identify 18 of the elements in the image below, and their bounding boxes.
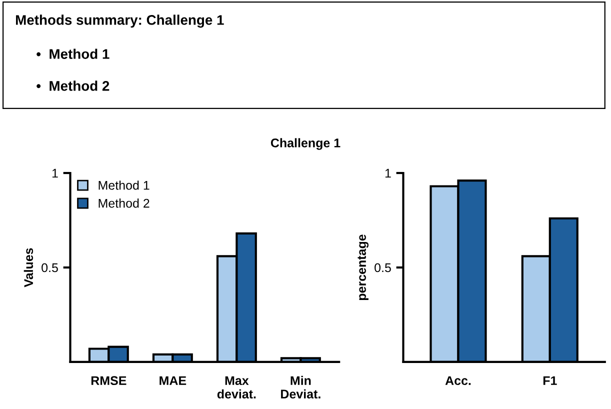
legend-label: Method 2: [98, 198, 150, 208]
y-axis-title: percentage: [358, 234, 369, 300]
x-tick-label: Min Deviat.: [281, 376, 320, 398]
text: • Method 1: [36, 48, 110, 59]
x-tick-label: Max deviat.: [217, 376, 256, 398]
x-tick-label: F1: [543, 376, 557, 385]
y-tick-label: 1: [385, 168, 391, 178]
y-tick-label: 0.5: [374, 263, 391, 272]
x-tick-label: RMSE: [91, 376, 126, 386]
y-tick-label: 0.5: [42, 263, 58, 272]
chart-title: Challenge 1: [270, 138, 340, 150]
x-tick-label: MAE: [160, 376, 186, 385]
y-axis-title: Values: [24, 248, 34, 288]
text: • Method 2: [36, 80, 110, 91]
y-tick-label: 1: [52, 168, 58, 178]
text: Methods summary: Challenge 1: [16, 14, 224, 28]
legend-label: Method 1: [98, 180, 150, 190]
x-tick-label: Acc.: [445, 376, 471, 386]
